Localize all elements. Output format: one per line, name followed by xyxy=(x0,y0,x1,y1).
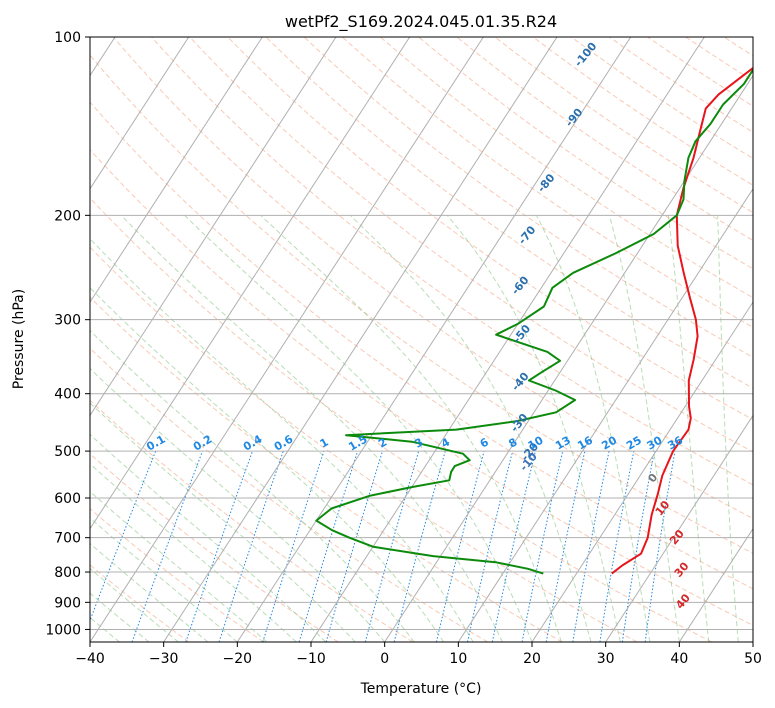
moist-adiabat-line xyxy=(260,214,562,642)
moist-adiabat-line xyxy=(90,367,386,642)
x-tick-label: 30 xyxy=(597,651,615,667)
dry-adiabat-line xyxy=(90,148,753,626)
moist-adiabat-line xyxy=(90,329,415,642)
x-tick-label: 50 xyxy=(744,651,762,667)
mixing-ratio-line xyxy=(325,450,383,642)
isotherm-line xyxy=(531,301,753,642)
y-tick-label: 900 xyxy=(54,595,81,611)
isotherm-line xyxy=(605,414,753,642)
plot-area xyxy=(90,37,753,642)
moist-adiabat-line xyxy=(90,433,327,642)
dewpoint-profile-line xyxy=(315,68,753,575)
isotherm-line xyxy=(384,74,753,642)
dry-adiabat-line xyxy=(90,101,753,590)
moist-adiabat-line xyxy=(608,215,680,642)
dry-adiabat-line xyxy=(90,508,264,642)
x-tick-label: −30 xyxy=(149,651,179,667)
mixing-ratio-line xyxy=(599,451,635,642)
dry-adiabat-line xyxy=(380,37,753,299)
dry-adiabat-line xyxy=(112,37,753,520)
isotherm-line xyxy=(90,37,337,417)
moist-adiabat-line xyxy=(349,214,592,642)
isotherm-line xyxy=(90,37,484,642)
dry-adiabat-line xyxy=(90,197,712,642)
mixing-ratio-line xyxy=(621,451,655,642)
isotherm-line xyxy=(90,37,263,304)
x-tick-label: −10 xyxy=(296,651,326,667)
isotherm-line xyxy=(90,37,190,190)
pressure-gridlines xyxy=(90,37,753,630)
mixing-ratio-line xyxy=(364,450,420,642)
mixing-ratio-line xyxy=(131,450,203,642)
moist-adiabat-line xyxy=(90,592,150,642)
dry-adiabat-line xyxy=(418,37,753,270)
y-tick-label: 700 xyxy=(54,531,81,547)
x-tick-label: 10 xyxy=(449,651,467,667)
mixing-ratio-line xyxy=(572,450,610,642)
y-tick-label: 800 xyxy=(54,565,81,581)
moist-adiabat-line xyxy=(90,517,238,642)
y-tick-label: 200 xyxy=(54,208,81,224)
chart-title: wetPf2_S169.2024.045.01.35.R24 xyxy=(285,12,557,32)
x-tick-label: −20 xyxy=(223,651,253,667)
moist-adiabat-line xyxy=(90,542,209,642)
moist-adiabat-line xyxy=(90,490,268,642)
temperature-profile-line xyxy=(611,66,753,575)
mixing-ratio-line xyxy=(467,450,514,642)
y-tick-label: 100 xyxy=(54,30,81,46)
moist-adiabat-line xyxy=(446,214,621,642)
isotherm-line xyxy=(457,187,753,642)
moist-adiabat-line xyxy=(667,215,710,642)
mixing-ratio-line xyxy=(521,450,564,642)
moist-adiabats xyxy=(90,214,739,642)
dry-adiabat-line xyxy=(532,37,753,186)
mixing-ratio-line xyxy=(435,450,485,642)
dry-adiabat-line xyxy=(227,37,753,421)
y-axis: 100 200 300 400 500 600 700 800 900 1000 xyxy=(45,30,90,638)
moist-adiabat-line xyxy=(90,238,474,642)
y-tick-label: 300 xyxy=(54,313,81,329)
dry-adiabat-line xyxy=(494,37,753,214)
isotherm-line xyxy=(678,527,753,642)
isotherm-line xyxy=(90,37,411,530)
moist-adiabat-line xyxy=(717,215,739,642)
y-tick-label: 600 xyxy=(54,491,81,507)
x-tick-label: −40 xyxy=(75,651,105,667)
x-axis: −40 −30 −20 −10 0 10 20 30 40 50 xyxy=(75,642,762,667)
mixing-ratio-line xyxy=(644,451,676,642)
isotherm-line xyxy=(163,37,558,642)
profile-series xyxy=(315,66,753,575)
moist-adiabat-line xyxy=(120,214,503,642)
isotherm-line xyxy=(236,37,632,642)
y-axis-label: Pressure (hPa) xyxy=(11,289,27,389)
x-tick-label: 0 xyxy=(380,651,389,667)
plot-frame xyxy=(89,36,754,643)
dry-adiabats xyxy=(90,37,753,642)
moist-adiabat-line xyxy=(90,463,297,642)
dry-adiabat-line xyxy=(90,296,563,642)
y-tick-label: 1000 xyxy=(45,622,81,638)
mixing-ratio-line xyxy=(185,450,253,642)
dry-adiabat-line xyxy=(303,37,753,358)
mixing-ratio-line xyxy=(491,450,536,642)
y-tick-label: 500 xyxy=(54,444,81,460)
moist-adiabat-line xyxy=(90,567,179,642)
x-tick-label: 40 xyxy=(670,651,688,667)
dry-adiabat-line xyxy=(90,246,638,642)
moist-adiabat-line xyxy=(90,402,356,642)
moist-adiabat-line xyxy=(184,214,533,642)
y-tick-label: 400 xyxy=(54,387,81,403)
x-axis-label: Temperature (°C) xyxy=(360,681,482,697)
mixing-ratio-line xyxy=(90,450,157,622)
x-tick-label: 20 xyxy=(523,651,541,667)
